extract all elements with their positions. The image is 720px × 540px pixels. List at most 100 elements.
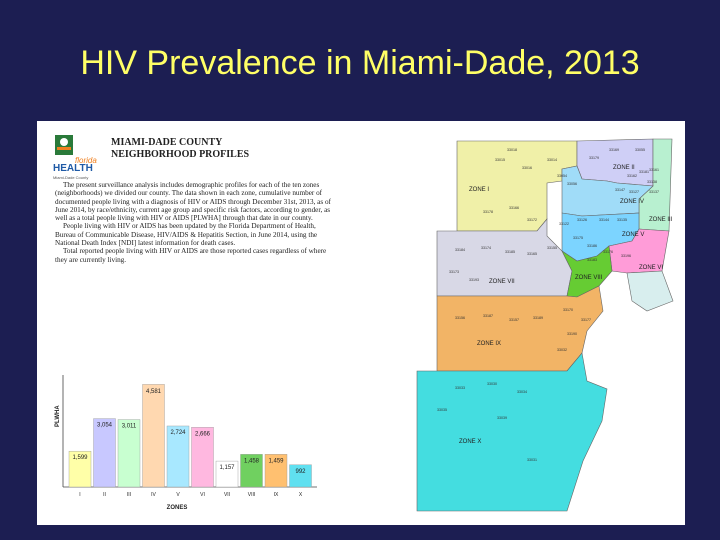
description-paragraph-1: The present surveillance analysis includ… <box>55 181 331 223</box>
zip-label: 33178 <box>483 210 493 214</box>
zip-label: 33127 <box>629 190 639 194</box>
zip-label: 33137 <box>649 190 659 194</box>
x-tick-label: IV <box>151 492 156 498</box>
zone-9-label: ZONE IX <box>477 341 501 347</box>
description-paragraph-2: People living with HIV or AIDS has been … <box>55 222 318 248</box>
zip-label: 33179 <box>589 156 599 160</box>
logo-top-text: florida <box>75 156 97 165</box>
bar-zone-7 <box>215 460 239 488</box>
zip-label: 33185 <box>505 250 515 254</box>
zip-label: 33157 <box>509 318 519 322</box>
zone-2-area <box>576 138 654 187</box>
bar-value-label: 3,011 <box>122 424 137 430</box>
zip-label: 33196 <box>621 254 631 258</box>
zone-5-label: ZONE V <box>622 232 644 238</box>
bar-value-label: 1,157 <box>219 465 235 471</box>
x-axis-label: ZONES <box>167 505 188 511</box>
zone-6-area <box>608 228 670 274</box>
bar-zone-2 <box>93 418 116 488</box>
logo-word: HEALTH <box>53 163 93 174</box>
zip-label: 33193 <box>469 278 479 282</box>
logo-subtext: Miami-Dade County <box>53 175 89 180</box>
y-axis-label: PLWHA <box>55 405 61 427</box>
x-tick-label: III <box>127 492 131 498</box>
zip-label: 33039 <box>497 416 507 420</box>
zip-label: 33165 <box>527 252 537 256</box>
zip-label: 33126 <box>577 218 587 222</box>
florida-health-logo: florida <box>55 135 97 165</box>
zip-label: 33033 <box>455 386 465 390</box>
bar-zone-5 <box>166 425 190 488</box>
profile-title-line1: MIAMI-DADE COUNTY <box>111 137 223 148</box>
zone-map: ZONE I ZONE II ZONE III ZONE IV ZONE V Z… <box>377 121 685 525</box>
zip-label: 33177 <box>581 318 591 322</box>
zip-label: 33162 <box>627 174 637 178</box>
zone-8-label: ZONE VIII <box>575 275 603 281</box>
zip-label: 33016 <box>522 166 532 170</box>
zone-7-label: ZONE VII <box>489 279 515 285</box>
bar-value-label: 992 <box>295 469 306 475</box>
zip-label: 33156 <box>455 316 465 320</box>
zip-label: 33189 <box>533 316 543 320</box>
zip-label: 33170 <box>563 308 573 312</box>
zip-label: 33183 <box>587 258 597 262</box>
bar-value-label: 1,458 <box>244 458 260 464</box>
bar-zone-8 <box>240 454 263 488</box>
zip-label: 33034 <box>517 390 527 394</box>
zip-label: 33155 <box>547 246 557 250</box>
zip-label: 33187 <box>483 314 493 318</box>
bar-zone-1 <box>68 450 92 488</box>
zip-label: 33175 <box>573 236 583 240</box>
x-tick-label: VI <box>200 492 205 498</box>
zip-label: 33184 <box>455 248 465 252</box>
zip-label: 33181 <box>639 170 649 174</box>
zip-label: 33144 <box>599 218 609 222</box>
zip-label: 33190 <box>567 332 577 336</box>
profile-panel: florida HEALTH Miami-Dade County MIAMI-D… <box>37 121 685 525</box>
bar-zone-4 <box>142 384 165 488</box>
x-tick-label: VIII <box>248 492 256 498</box>
x-tick-label: II <box>103 492 106 498</box>
key-biscayne-area <box>626 270 674 312</box>
zip-label: 33161 <box>649 168 659 172</box>
slide-title: HIV Prevalence in Miami-Dade, 2013 <box>80 44 640 82</box>
zone-4-area <box>561 165 654 217</box>
zone-10-label: ZONE X <box>459 439 481 445</box>
zip-label: 33169 <box>609 148 619 152</box>
bar-value-label: 1,599 <box>72 455 88 461</box>
x-tick-label: X <box>299 492 303 498</box>
zip-label: 33056 <box>567 182 577 186</box>
description-paragraph-3: Total reported people living with HIV or… <box>55 247 327 264</box>
profile-description: The present surveillance analysis includ… <box>55 181 335 264</box>
profile-title: MIAMI-DADE COUNTY NEIGHBORHOOD PROFILES <box>111 137 249 161</box>
plwha-bar-chart: PLWHA 1,599 I 3,054 II 3,011 III 4,581 IV 2,724 V… <box>55 375 317 511</box>
zip-label: 33166 <box>509 206 519 210</box>
bar-zone-9 <box>264 454 288 488</box>
bar-zone-6 <box>191 427 214 488</box>
zip-label: 33054 <box>557 174 567 178</box>
zone-8-area <box>561 245 613 298</box>
zip-label: 33176 <box>603 250 613 254</box>
zip-label: 33032 <box>557 348 567 352</box>
profile-title-line2: NEIGHBORHOOD PROFILES <box>111 149 250 160</box>
bar-value-label: 2,724 <box>170 430 186 436</box>
zip-label: 33172 <box>527 218 537 222</box>
zip-label: 33138 <box>647 180 657 184</box>
zip-label: 33014 <box>547 158 557 162</box>
zip-label: 33174 <box>481 246 491 250</box>
bar-value-label: 4,581 <box>146 389 162 395</box>
zone-1-label: ZONE I <box>469 187 489 193</box>
bar-value-label: 3,054 <box>97 423 113 429</box>
zip-label: 33186 <box>587 244 597 248</box>
zip-label: 33055 <box>635 148 645 152</box>
zone-3-label: ZONE III <box>649 217 673 223</box>
x-tick-label: IX <box>274 492 279 498</box>
x-tick-label: I <box>79 492 80 498</box>
zip-label: 33122 <box>559 222 569 226</box>
zip-label: 33035 <box>437 408 447 412</box>
bar-value-label: 1,459 <box>268 458 284 464</box>
zip-label: 33030 <box>487 382 497 386</box>
bar-zone-10 <box>289 464 312 488</box>
zip-label: 33015 <box>495 158 505 162</box>
bar-zone-3 <box>117 419 141 488</box>
